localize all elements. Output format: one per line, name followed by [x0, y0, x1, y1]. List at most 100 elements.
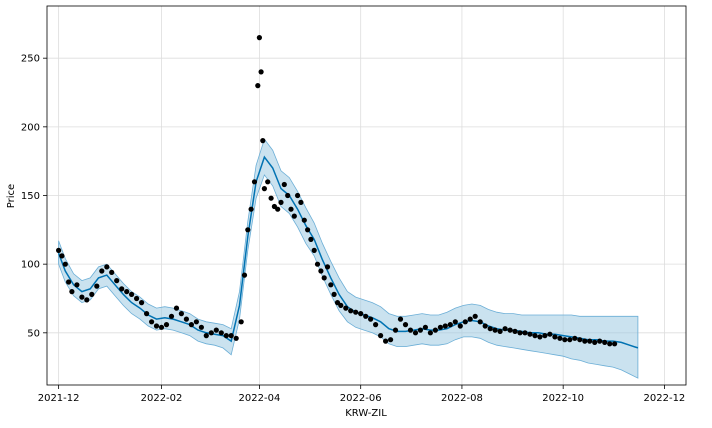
observed-point	[281, 181, 287, 188]
observed-point	[437, 324, 443, 330]
observed-point	[432, 327, 438, 333]
observed-point	[557, 335, 563, 341]
observed-point	[139, 300, 145, 306]
observed-point	[129, 291, 135, 297]
observed-point	[358, 311, 364, 317]
observed-point	[153, 323, 160, 329]
observed-point	[208, 330, 214, 336]
observed-point	[363, 313, 369, 319]
x-tick-label: 2022-02	[141, 393, 183, 404]
observed-point	[522, 330, 528, 336]
y-axis-label: Price	[6, 184, 17, 208]
observed-point	[258, 69, 264, 75]
y-tick-label: 50	[27, 328, 40, 339]
y-tick-label: 200	[21, 122, 40, 133]
observed-point	[562, 337, 568, 343]
observed-point	[178, 311, 184, 317]
observed-point	[427, 330, 433, 336]
observed-point	[532, 333, 538, 339]
observed-point	[99, 268, 105, 274]
observed-point	[607, 341, 613, 347]
x-tick-label: 2022-08	[441, 393, 483, 404]
observed-point	[163, 322, 170, 328]
observed-point	[168, 313, 175, 319]
y-axis-ticks: 50 100 150 200 250	[21, 54, 47, 339]
observed-point	[89, 291, 95, 297]
observed-point	[467, 316, 473, 322]
observed-point	[66, 279, 72, 285]
observed-point	[447, 322, 453, 328]
observed-point	[124, 289, 130, 295]
observed-point	[492, 327, 498, 333]
observed-point	[308, 236, 314, 242]
observed-point	[203, 333, 209, 339]
observed-point	[295, 192, 301, 199]
observed-point	[213, 327, 219, 333]
observed-point	[422, 324, 428, 330]
observed-point	[343, 305, 349, 311]
observed-point	[62, 261, 68, 267]
observed-point	[392, 327, 399, 333]
observed-point	[482, 323, 488, 329]
observed-point	[114, 278, 120, 284]
observed-point	[311, 247, 317, 253]
y-tick-label: 100	[21, 260, 40, 271]
x-tick-label: 2022-04	[239, 393, 281, 404]
observed-point	[104, 264, 110, 270]
observed-point	[245, 227, 251, 233]
observed-point	[228, 333, 234, 339]
observed-point	[452, 319, 458, 325]
x-tick-label: 2022-12	[644, 393, 686, 404]
observed-point	[134, 295, 140, 302]
observed-point	[497, 328, 503, 334]
observed-point	[592, 339, 598, 345]
observed-point	[383, 338, 389, 344]
observed-point	[241, 272, 248, 278]
observed-point	[407, 327, 414, 333]
observed-point	[188, 322, 194, 328]
observed-point	[338, 302, 344, 308]
observed-point	[462, 319, 468, 325]
observed-point	[291, 213, 297, 219]
grid	[47, 6, 686, 385]
observed-point	[353, 309, 359, 315]
observed-point	[261, 186, 267, 192]
observed-point	[527, 331, 533, 337]
observed-point	[149, 319, 155, 325]
observed-point	[331, 291, 337, 297]
observed-point	[119, 286, 125, 292]
observed-point	[298, 199, 304, 205]
observed-point	[328, 282, 334, 288]
observed-point	[256, 35, 262, 41]
observed-point	[144, 311, 150, 317]
x-tick-label: 2021-12	[38, 393, 80, 404]
observed-point	[278, 199, 284, 205]
observed-point	[321, 275, 327, 281]
observed-point	[547, 331, 553, 337]
observed-point	[542, 333, 548, 339]
observed-point	[378, 333, 384, 339]
observed-point	[158, 324, 165, 330]
observed-point	[368, 316, 374, 322]
observed-point	[223, 333, 229, 339]
x-axis-ticks: 2021-12 2022-02 2022-04 2022-06 2022-08 2022-…	[38, 385, 686, 404]
observed-point	[251, 179, 258, 185]
x-axis-label: KRW-ZIL	[345, 408, 387, 419]
observed-point	[74, 282, 80, 288]
observed-point	[587, 338, 593, 344]
observed-point	[324, 264, 331, 270]
observed-point	[59, 253, 65, 259]
observed-point	[233, 335, 239, 341]
y-tick-label: 150	[21, 191, 40, 202]
observed-point	[397, 316, 404, 322]
observed-point	[318, 268, 324, 274]
observed-point	[173, 305, 180, 311]
observed-point	[412, 330, 419, 336]
observed-point	[552, 334, 558, 340]
y-tick-label: 250	[21, 54, 40, 65]
observed-point	[198, 324, 204, 330]
observed-point	[612, 341, 618, 347]
observed-point	[502, 326, 508, 332]
observed-point	[193, 319, 199, 325]
